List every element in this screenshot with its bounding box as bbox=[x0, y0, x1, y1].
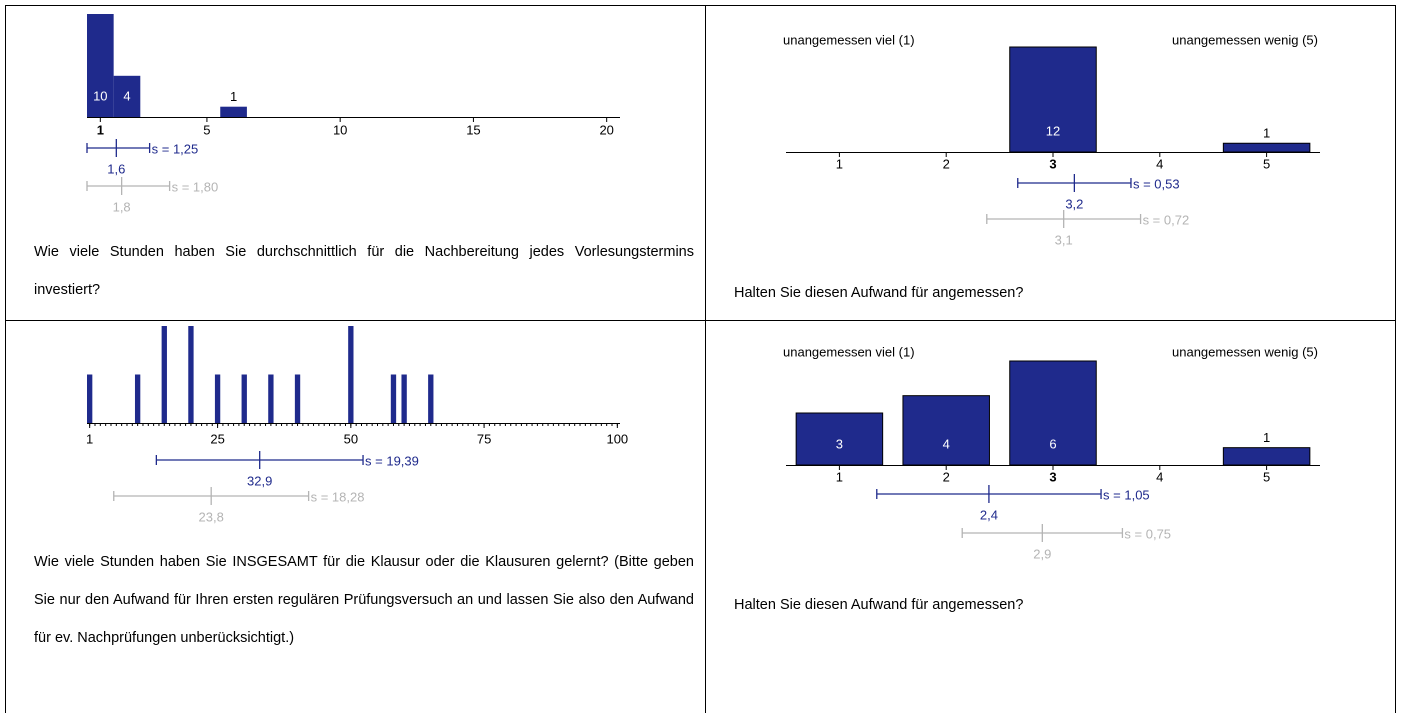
x-tick-label: 50 bbox=[344, 431, 358, 446]
mean-label: 2,4 bbox=[980, 507, 998, 522]
question: Wie viele Stunden haben Sie INSGESAMT fü… bbox=[34, 554, 694, 646]
bar bbox=[401, 374, 407, 423]
scale-label: unangemessen viel (1) bbox=[783, 32, 915, 47]
x-tick-label: 2 bbox=[943, 156, 950, 171]
bar bbox=[795, 412, 884, 466]
bar bbox=[268, 374, 274, 423]
table-borders bbox=[5, 5, 1396, 713]
question: Halten Sie diesen Aufwand für angemessen… bbox=[734, 285, 1024, 301]
bar bbox=[428, 374, 434, 423]
bar bbox=[902, 395, 990, 466]
scale-label: unangemessen wenig (5) bbox=[1172, 344, 1318, 359]
x-tick-label: 1 bbox=[836, 469, 843, 484]
value-label: 10 bbox=[93, 88, 107, 103]
x-tick-label: 10 bbox=[333, 122, 347, 137]
mean-label: 3,1 bbox=[1055, 232, 1073, 247]
mean-label: 3,2 bbox=[1065, 196, 1083, 211]
mean-label: 1,8 bbox=[113, 199, 131, 214]
bar bbox=[1009, 360, 1097, 466]
x-tick-label: 1 bbox=[86, 431, 93, 446]
x-tick-label: 3 bbox=[1049, 469, 1056, 484]
value-label: 6 bbox=[1049, 436, 1056, 451]
x-tick-label: 2 bbox=[943, 469, 950, 484]
sd-label: s = 0,75 bbox=[1124, 526, 1171, 541]
bar bbox=[113, 75, 141, 117]
mean-label: 1,6 bbox=[107, 161, 125, 176]
mean-label: 2,9 bbox=[1033, 546, 1051, 561]
x-tick-label: 1 bbox=[97, 122, 104, 137]
bar bbox=[348, 326, 354, 423]
bar bbox=[390, 374, 397, 423]
x-tick-label: 5 bbox=[203, 122, 210, 137]
bar bbox=[134, 374, 141, 423]
bar bbox=[1009, 46, 1097, 153]
bar bbox=[241, 374, 247, 423]
bar bbox=[87, 14, 114, 117]
bar bbox=[1222, 142, 1311, 153]
x-tick-label: 15 bbox=[466, 122, 480, 137]
x-tick-label: 4 bbox=[1156, 469, 1163, 484]
sd-label: s = 1,25 bbox=[152, 141, 199, 156]
x-tick-label: 25 bbox=[210, 431, 224, 446]
value-label: 1 bbox=[1263, 126, 1270, 141]
scale-label: unangemessen viel (1) bbox=[783, 344, 915, 359]
bar bbox=[294, 374, 301, 423]
x-tick-label: 20 bbox=[599, 122, 613, 137]
value-label: 12 bbox=[1046, 123, 1060, 138]
bar bbox=[1222, 447, 1311, 466]
x-tick-label: 4 bbox=[1156, 156, 1163, 171]
bar bbox=[188, 326, 194, 423]
value-label: 1 bbox=[1263, 430, 1270, 445]
bar bbox=[87, 374, 93, 423]
x-tick-label: 3 bbox=[1049, 156, 1056, 171]
scale-label: unangemessen wenig (5) bbox=[1172, 32, 1318, 47]
x-tick-label: 100 bbox=[606, 431, 628, 446]
sd-label: s = 18,28 bbox=[311, 489, 365, 504]
sd-label: s = 1,80 bbox=[172, 179, 219, 194]
x-tick-label: 1 bbox=[836, 156, 843, 171]
x-tick-label: 5 bbox=[1263, 156, 1270, 171]
x-tick-label: 5 bbox=[1263, 469, 1270, 484]
sd-label: s = 1,05 bbox=[1103, 487, 1150, 502]
question: Wie viele Stunden haben Sie durchschnitt… bbox=[34, 244, 694, 298]
value-label: 3 bbox=[836, 436, 843, 451]
bar bbox=[220, 106, 247, 117]
bar bbox=[214, 374, 221, 423]
sd-label: s = 0,53 bbox=[1133, 176, 1180, 191]
x-tick-label: 75 bbox=[477, 431, 491, 446]
question: Halten Sie diesen Aufwand für angemessen… bbox=[734, 597, 1024, 613]
mean-label: 23,8 bbox=[199, 509, 224, 524]
value-label: 4 bbox=[123, 88, 130, 103]
sd-label: s = 0,72 bbox=[1143, 212, 1190, 227]
sd-label: s = 19,39 bbox=[365, 453, 419, 468]
value-label: 4 bbox=[943, 436, 950, 451]
mean-label: 32,9 bbox=[247, 473, 272, 488]
bar bbox=[161, 326, 167, 423]
value-label: 1 bbox=[230, 89, 237, 104]
